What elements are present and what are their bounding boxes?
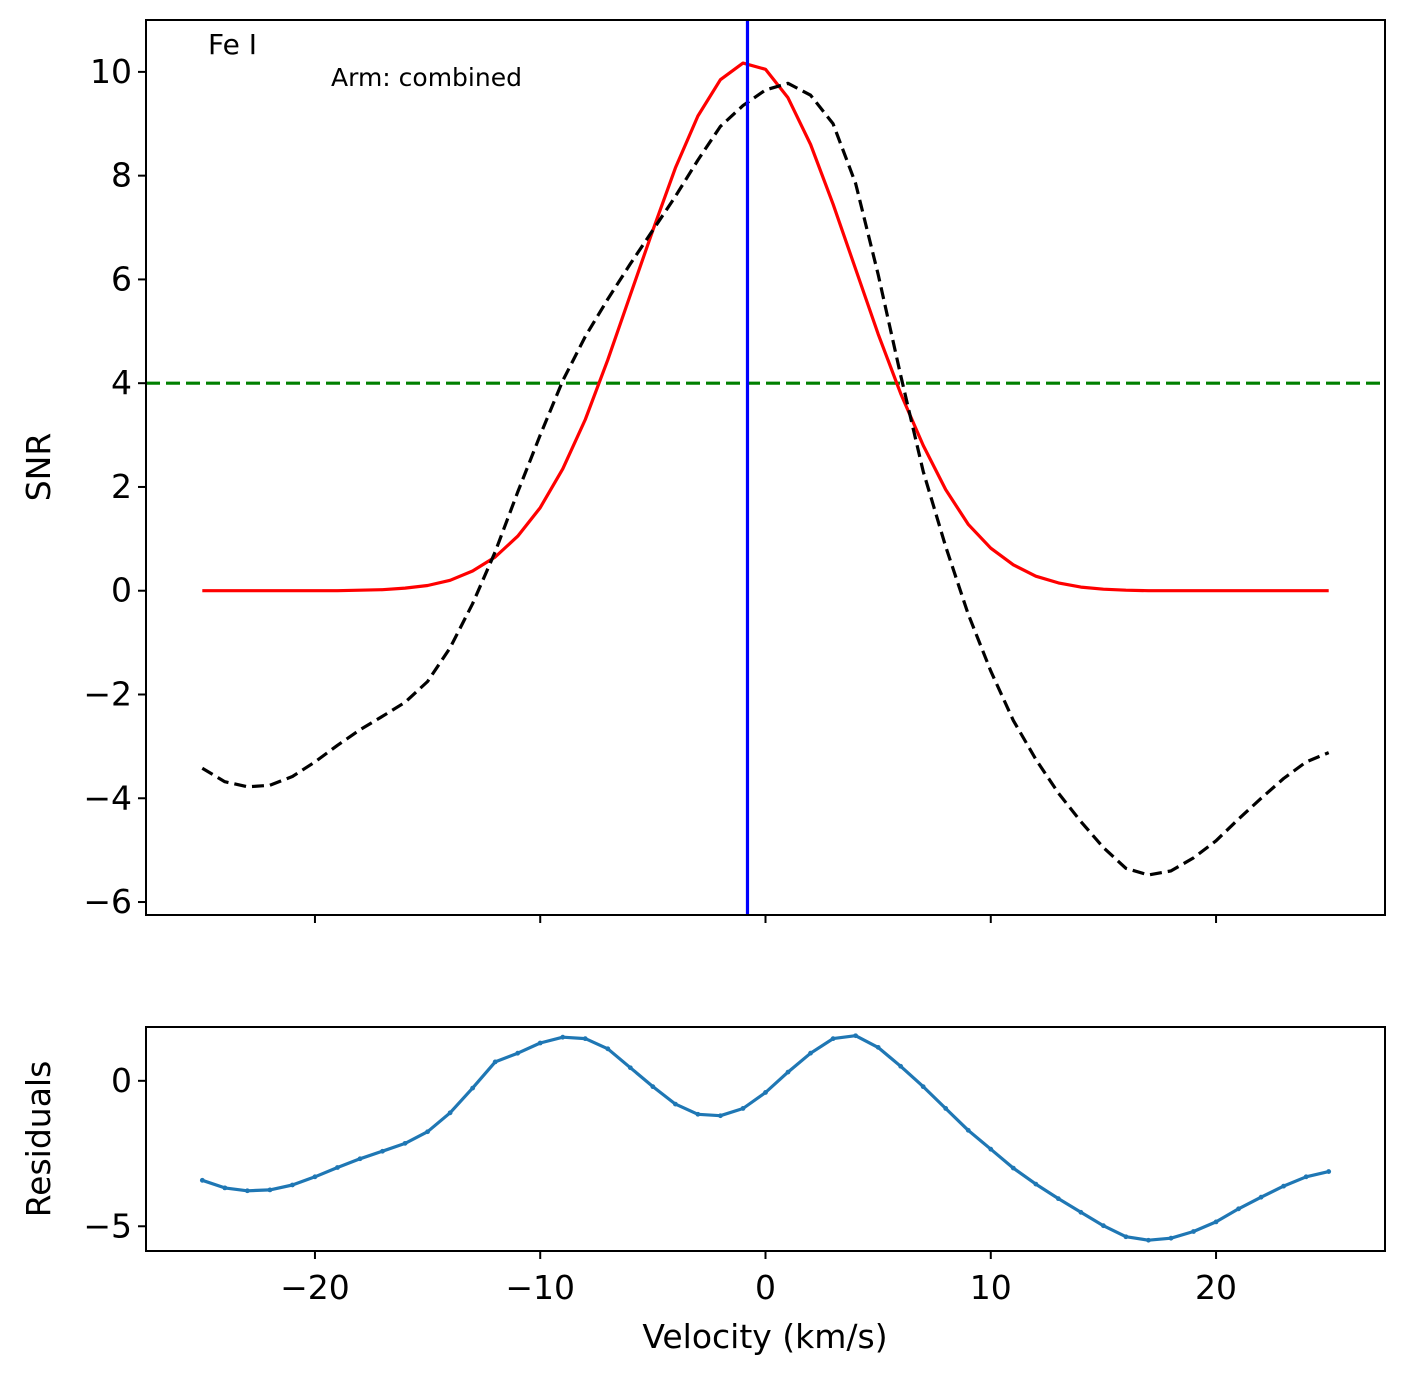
residual-point (830, 1036, 836, 1042)
x-tick-label: −20 (280, 1268, 350, 1307)
residual-point (1258, 1194, 1264, 1200)
y-tick-label: 10 (90, 52, 132, 91)
snr-plot-frame (145, 19, 1386, 916)
residual-point (1213, 1219, 1219, 1225)
snr-axis-label: SNR (19, 433, 58, 502)
residual-point (853, 1033, 859, 1039)
residual-point (965, 1127, 971, 1133)
x-tick-label: 20 (1195, 1268, 1237, 1307)
residual-point (492, 1059, 498, 1065)
x-tick-label: −10 (505, 1268, 575, 1307)
residuals-axis-label: Residuals (19, 1061, 58, 1218)
residual-point (695, 1111, 701, 1117)
residual-point (718, 1113, 723, 1119)
residual-point (763, 1090, 768, 1095)
x-tick-label: 10 (970, 1268, 1012, 1307)
residual-point (650, 1084, 656, 1090)
residual-point (290, 1182, 295, 1188)
velocity-axis-label: Velocity (km/s) (642, 1317, 887, 1356)
residual-point (199, 1177, 205, 1183)
residual-point (537, 1040, 543, 1046)
residual-point (560, 1034, 566, 1040)
arm-annotation: Arm: combined (331, 63, 522, 92)
residuals-line (201, 1034, 1330, 1242)
residual-point (1191, 1229, 1196, 1234)
residual-point (627, 1065, 633, 1071)
residual-point (943, 1106, 949, 1111)
y-tick-label: 6 (111, 259, 132, 298)
residual-point (988, 1146, 994, 1152)
residual-point (1101, 1223, 1106, 1229)
residual-point (740, 1106, 746, 1111)
residuals-plot-frame (145, 1026, 1386, 1252)
residual-point (380, 1148, 385, 1154)
y-tick-label: 0 (111, 1061, 132, 1100)
residual-point (672, 1101, 678, 1107)
residual-point (1146, 1237, 1151, 1243)
residual-point (1078, 1209, 1084, 1215)
residual-point (1303, 1174, 1309, 1180)
residual-point (244, 1188, 250, 1194)
residual-point (1010, 1165, 1016, 1171)
residual-point (1236, 1206, 1241, 1212)
residual-point (605, 1046, 611, 1052)
residual-point (470, 1085, 476, 1091)
y-tick-label: 2 (111, 467, 132, 506)
observed-snr-line (201, 81, 1330, 877)
residual-point (425, 1129, 430, 1135)
residual-point (1123, 1234, 1129, 1240)
residual-point (1326, 1169, 1332, 1174)
residual-point (335, 1165, 340, 1170)
residual-point (402, 1140, 408, 1146)
y-tick-label: 8 (111, 156, 132, 195)
residual-point (582, 1036, 588, 1042)
y-tick-label: −4 (83, 778, 132, 817)
residual-point (875, 1044, 881, 1050)
residual-point (1281, 1183, 1287, 1189)
y-tick-label: −2 (83, 674, 132, 713)
residual-point (808, 1050, 813, 1056)
y-tick-label: −5 (83, 1206, 132, 1245)
snr-panel: −6 −4 −2 0 2 4 6 8 10 SNR Fe I Arm: combined (19, 19, 1386, 923)
residual-point (267, 1187, 273, 1193)
x-tick-label: 0 (755, 1268, 776, 1307)
residual-point (898, 1063, 904, 1069)
residual-point (222, 1185, 228, 1191)
residual-point (1055, 1196, 1061, 1202)
residuals-panel: −5 0 −20 −10 0 10 20 Residuals Velocity (km/s… (19, 1026, 1386, 1356)
residual-point (312, 1174, 318, 1180)
residual-point (447, 1110, 453, 1116)
residual-point (920, 1084, 926, 1090)
residual-point (357, 1156, 363, 1162)
residual-point (515, 1050, 521, 1056)
residual-point (1033, 1181, 1039, 1187)
residual-point (785, 1069, 791, 1075)
model-fit-line (202, 61, 1329, 593)
y-tick-label: 0 (111, 571, 132, 610)
species-annotation: Fe I (208, 28, 257, 61)
y-tick-label: 4 (111, 363, 132, 402)
y-tick-label: −6 (83, 882, 132, 921)
residual-point (1168, 1235, 1174, 1241)
